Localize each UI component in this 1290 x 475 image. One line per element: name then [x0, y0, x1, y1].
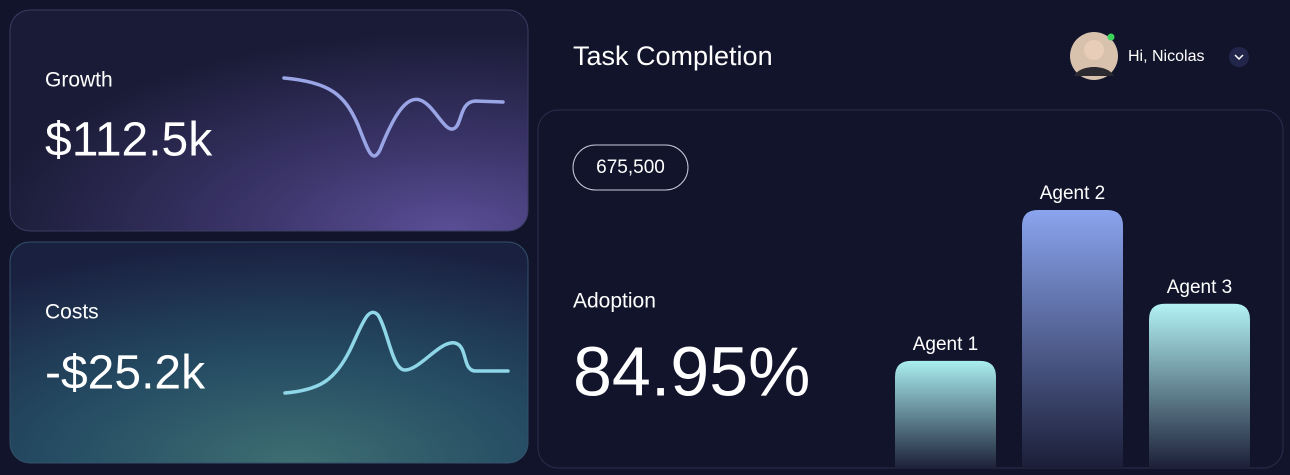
- bar-label: Agent 1: [913, 334, 979, 355]
- chevron: [1234, 54, 1244, 61]
- page-title: Task Completion: [573, 41, 773, 71]
- costs-card: [9, 241, 529, 464]
- sparkline: [282, 76, 505, 158]
- bar: [1149, 303, 1250, 468]
- greeting: Hi, Nicolas: [1128, 48, 1204, 65]
- menu-toggle[interactable]: [1229, 47, 1249, 67]
- growth-card: [9, 9, 529, 232]
- bar-label: Agent 3: [1167, 277, 1233, 298]
- avatar-face: [1084, 40, 1104, 60]
- card-title: Costs: [45, 301, 99, 324]
- bar-label: Agent 2: [1040, 183, 1106, 204]
- badge: [572, 144, 689, 191]
- metric-value: 84.95%: [573, 332, 810, 410]
- metric-label: Adoption: [573, 290, 656, 313]
- bar: [895, 360, 996, 468]
- sparkline: [283, 310, 510, 395]
- card-value: -$25.2k: [45, 347, 206, 400]
- badge-text: 675,500: [596, 157, 665, 178]
- online-dot: [1107, 33, 1115, 41]
- card-value: $112.5k: [45, 114, 213, 167]
- bar-chart: [895, 210, 1250, 468]
- card-title: Growth: [45, 69, 113, 92]
- bar: [1022, 210, 1123, 468]
- avatar-body: [1074, 67, 1114, 76]
